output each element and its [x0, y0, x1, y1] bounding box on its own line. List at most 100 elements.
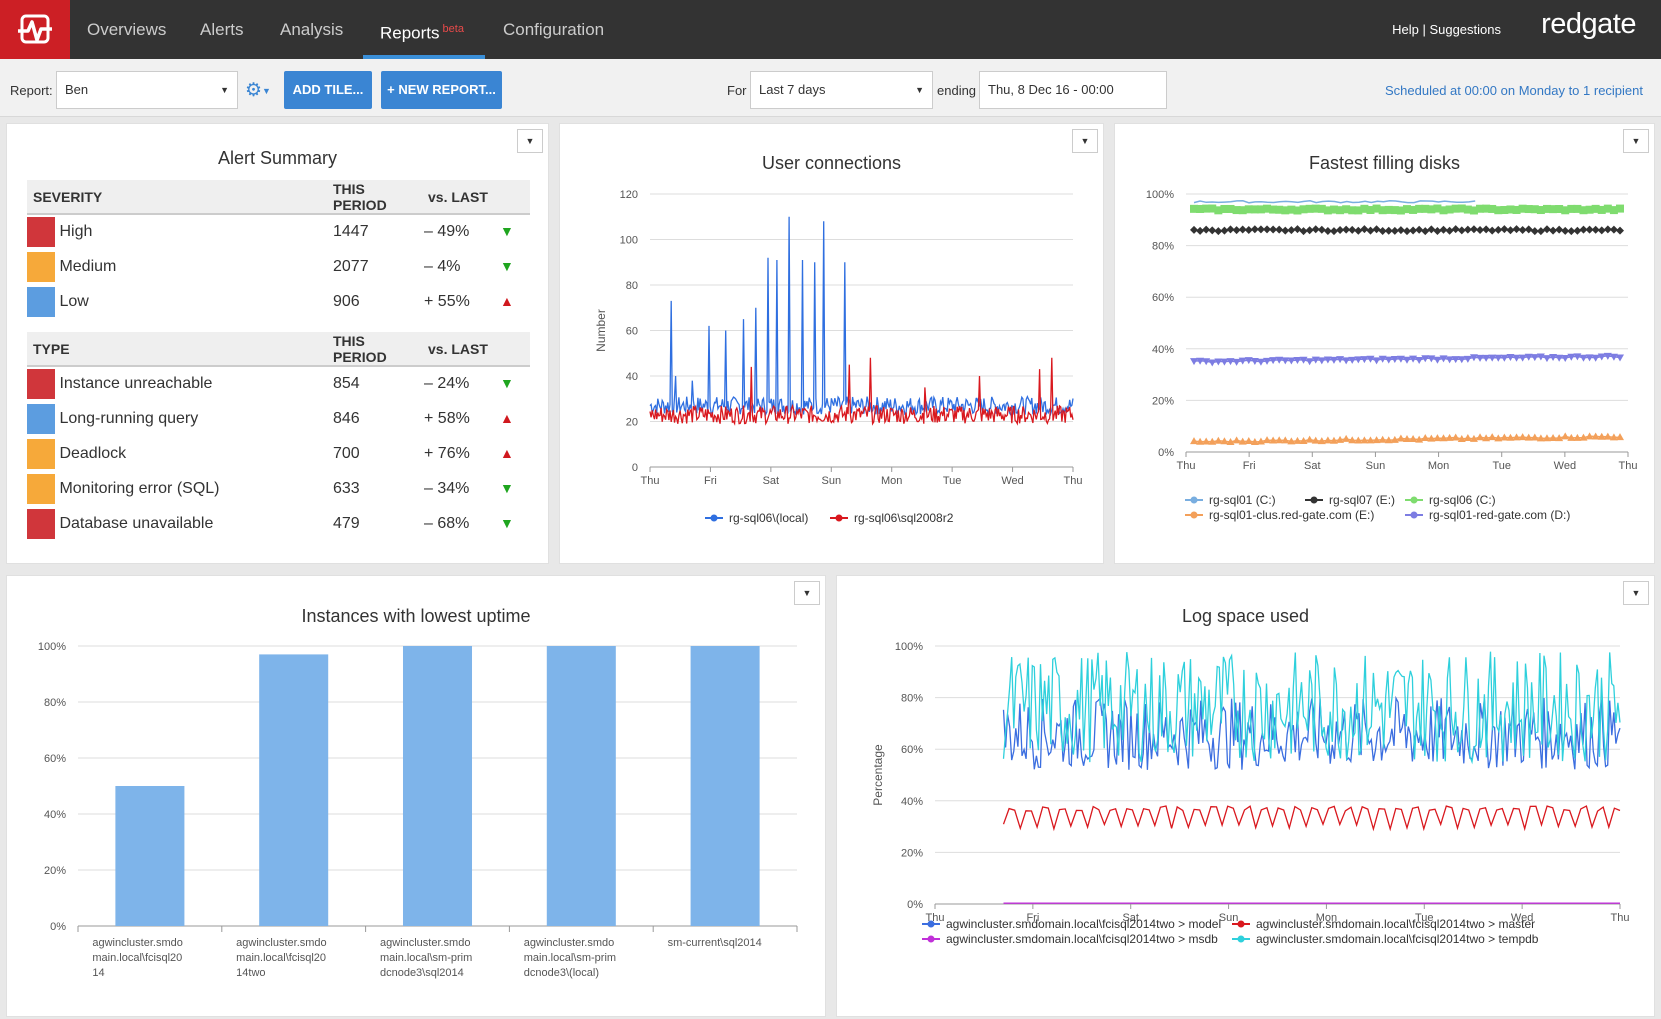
- data-point: [1232, 226, 1241, 235]
- legend-marker: [1410, 511, 1418, 519]
- color-swatch: [27, 508, 55, 539]
- data-point: [1396, 434, 1405, 442]
- data-point: [1542, 225, 1551, 234]
- x-tick-label: Mon: [1316, 912, 1337, 924]
- data-point: [1202, 204, 1211, 213]
- tile-menu-button[interactable]: ▼: [1623, 581, 1649, 605]
- gear-icon[interactable]: ⚙▼: [245, 80, 271, 101]
- schedule-link[interactable]: Scheduled at 00:00 on Monday to 1 recipi…: [1384, 83, 1643, 98]
- data-point: [1524, 353, 1533, 361]
- data-point: [1579, 433, 1588, 441]
- x-tick-label: agwincluster.smdo: [92, 937, 183, 949]
- data-point: [1311, 204, 1320, 213]
- legend-label: agwincluster.smdomain.local\fcisql2014tw…: [946, 932, 1218, 946]
- legend-label: rg-sql06\sql2008r2: [854, 511, 954, 525]
- data-point: [1597, 226, 1606, 235]
- data-point: [1366, 206, 1375, 215]
- color-swatch: [27, 403, 55, 434]
- legend-marker: [1310, 496, 1318, 504]
- data-point: [1244, 225, 1253, 234]
- col-header: vs. LAST: [422, 180, 530, 215]
- color-swatch: [27, 438, 55, 469]
- tile-menu-button[interactable]: ▼: [1072, 129, 1098, 153]
- legend-label: agwincluster.smdomain.local\fcisql2014tw…: [946, 917, 1221, 931]
- series-line: [1193, 200, 1476, 204]
- row-label: Deadlock: [59, 444, 127, 462]
- data-point: [1500, 206, 1509, 215]
- data-point: [1549, 433, 1558, 441]
- x-tick-label: Fri: [1026, 912, 1039, 924]
- row-value: 479: [333, 514, 360, 532]
- nav-reports-label: Reports: [380, 23, 440, 43]
- data-point: [1439, 434, 1448, 442]
- row-change: + 76%: [424, 444, 470, 462]
- x-tick-label: Mon: [1428, 460, 1449, 472]
- row-change: + 55%: [424, 292, 470, 310]
- type-table: TYPE THIS PERIOD vs. LAST Instance unreach…: [27, 332, 530, 541]
- data-point: [1439, 355, 1448, 363]
- log-space-used-chart: 0%20%40%60%80%100%Thu Fri Sat Sun Mon Tue Wed T…: [871, 641, 1629, 946]
- data-point: [1591, 354, 1600, 362]
- data-point: [1567, 204, 1576, 213]
- tile-menu-button[interactable]: ▼: [794, 581, 820, 605]
- report-select-value: Ben: [65, 82, 89, 97]
- x-tick-label: Tue: [1415, 912, 1434, 924]
- new-report-button[interactable]: + NEW REPORT...: [381, 71, 502, 109]
- series-line: [1002, 805, 1621, 832]
- data-point: [1293, 206, 1302, 215]
- data-point: [1403, 356, 1411, 364]
- data-point: [1469, 354, 1478, 362]
- data-point: [1208, 359, 1217, 367]
- x-tick-label: main.local\sm-prim: [380, 952, 472, 964]
- data-point: [1396, 355, 1405, 363]
- nav-reports[interactable]: Reports beta: [363, 0, 485, 59]
- table-row: Long-running query 846 + 58% ▲: [27, 401, 530, 436]
- severity-table: SEVERITY THIS PERIOD vs. LAST High 1447 – 49…: [27, 180, 530, 319]
- data-point: [1591, 225, 1600, 234]
- data-point: [1366, 226, 1375, 235]
- color-swatch: [27, 473, 55, 504]
- col-header: SEVERITY: [27, 180, 327, 215]
- tile-menu-button[interactable]: ▼: [1623, 129, 1649, 153]
- data-point: [1396, 206, 1405, 215]
- app-logo-icon[interactable]: [0, 0, 70, 59]
- data-point: [1208, 437, 1217, 445]
- data-point: [1372, 436, 1381, 444]
- x-tick-label: main.local\sm-prim: [524, 952, 616, 964]
- data-point: [1427, 205, 1436, 214]
- data-point: [1202, 225, 1211, 234]
- y-tick-label: 20%: [44, 865, 66, 877]
- data-point: [1488, 226, 1497, 235]
- data-point: [1232, 436, 1241, 444]
- row-value: 906: [333, 292, 360, 310]
- data-point: [1263, 225, 1272, 234]
- nav-configuration[interactable]: Configuration: [503, 20, 605, 39]
- table-row: Deadlock 700 + 76% ▲: [27, 436, 530, 471]
- y-tick-label: 80%: [901, 693, 923, 705]
- nav-alerts[interactable]: Alerts: [200, 20, 244, 39]
- report-select[interactable]: Ben ▼: [56, 71, 238, 109]
- period-select[interactable]: Last 7 days ▼: [750, 71, 933, 109]
- x-tick-label: Sun: [1366, 460, 1386, 472]
- data-point: [1323, 226, 1332, 235]
- add-tile-button[interactable]: ADD TILE...: [284, 71, 372, 109]
- nav-analysis[interactable]: Analysis: [280, 20, 344, 39]
- help-suggestions-link[interactable]: Help | Suggestions: [1392, 22, 1501, 37]
- data-point: [1214, 227, 1223, 236]
- data-point: [1579, 206, 1588, 215]
- data-point: [1354, 206, 1363, 215]
- nav-overviews[interactable]: Overviews: [87, 20, 167, 39]
- data-point: [1311, 225, 1320, 234]
- data-point: [1555, 225, 1564, 234]
- data-point: [1536, 353, 1545, 361]
- data-point: [1390, 435, 1399, 443]
- x-tick-label: Fri: [1243, 460, 1256, 472]
- period-select-value: Last 7 days: [759, 82, 826, 97]
- data-point: [1494, 354, 1503, 362]
- ending-date-input[interactable]: Thu, 8 Dec 16 - 00:00: [979, 71, 1167, 109]
- bar: [115, 786, 185, 926]
- data-point: [1366, 436, 1375, 444]
- data-point: [1500, 433, 1509, 441]
- data-point: [1311, 356, 1320, 364]
- tile-menu-button[interactable]: ▼: [517, 129, 543, 153]
